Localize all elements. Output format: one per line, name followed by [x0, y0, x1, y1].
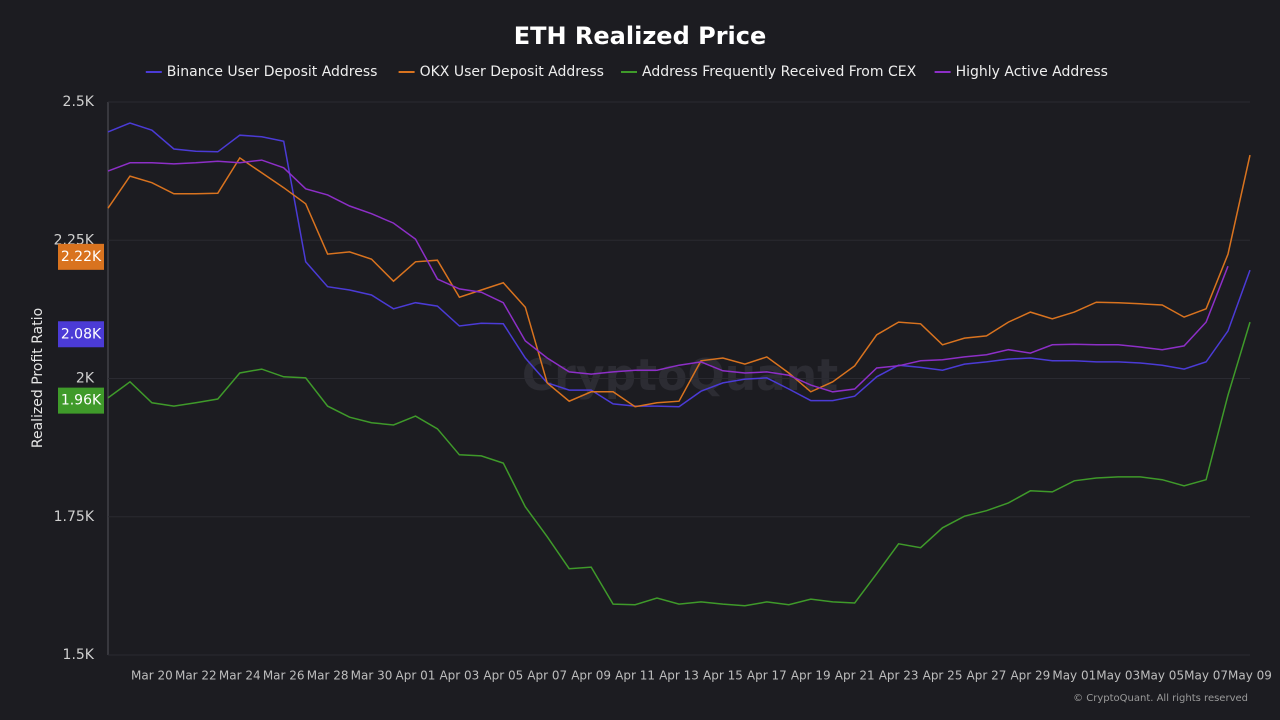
- x-tick-label: Apr 21: [835, 669, 875, 683]
- y-tick-label: 2.5K: [63, 94, 95, 110]
- x-tick-label: Mar 28: [307, 669, 349, 683]
- value-badge: [58, 243, 104, 270]
- watermark: CryptoQuant: [522, 350, 838, 401]
- x-tick-label: May 01: [1052, 669, 1096, 683]
- chart-title: ETH Realized Price: [514, 22, 767, 50]
- x-tick-label: Apr 05: [483, 669, 523, 683]
- legend-label: Binance User Deposit Address: [167, 64, 378, 80]
- y-axis-label: Realized Profit Ratio: [30, 308, 46, 448]
- x-tick-label: Apr 15: [703, 669, 743, 683]
- value-badge-label: 2.08K: [61, 326, 102, 342]
- x-tick-label: Mar 26: [263, 669, 305, 683]
- x-tick-label: May 03: [1096, 669, 1140, 683]
- series-line: [107, 159, 1229, 393]
- legend-label: Address Frequently Received From CEX: [642, 64, 917, 80]
- x-tick-label: Apr 29: [1010, 669, 1050, 683]
- x-tick-label: May 05: [1140, 669, 1184, 683]
- series-line: [107, 122, 1251, 408]
- x-tick-label: Mar 22: [175, 669, 217, 683]
- x-tick-label: Mar 20: [131, 669, 173, 683]
- x-tick-label: Apr 25: [923, 669, 963, 683]
- value-badge-label: 2.22K: [61, 249, 102, 265]
- footer: © CryptoQuant. All rights reserved: [1073, 693, 1248, 704]
- series-line: [107, 321, 1251, 607]
- x-tick-label: May 09: [1228, 669, 1272, 683]
- x-tick-label: Apr 07: [527, 669, 567, 683]
- x-tick-label: Mar 30: [351, 669, 393, 683]
- x-tick-label: Apr 11: [615, 669, 655, 683]
- legend-label: OKX User Deposit Address: [420, 64, 604, 80]
- value-badge: [58, 321, 104, 348]
- value-badge-label: 1.96K: [61, 393, 102, 409]
- x-tick-label: Apr 03: [439, 669, 479, 683]
- y-tick-label: 1.5K: [63, 647, 95, 663]
- y-tick-label: 1.75K: [54, 509, 95, 525]
- x-tick-label: Apr 01: [396, 669, 436, 683]
- x-tick-label: Apr 23: [879, 669, 919, 683]
- x-tick-label: Mar 24: [219, 669, 261, 683]
- x-tick-label: Apr 13: [659, 669, 699, 683]
- x-tick-label: Apr 09: [571, 669, 611, 683]
- series-line: [107, 154, 1251, 408]
- x-tick-label: Apr 17: [747, 669, 787, 683]
- x-tick-label: May 07: [1184, 669, 1228, 683]
- y-tick-label: 2K: [76, 371, 95, 387]
- x-tick-label: Apr 27: [967, 669, 1007, 683]
- x-tick-label: Apr 19: [791, 669, 831, 683]
- value-badge: [58, 387, 104, 414]
- legend-label: Highly Active Address: [956, 64, 1108, 80]
